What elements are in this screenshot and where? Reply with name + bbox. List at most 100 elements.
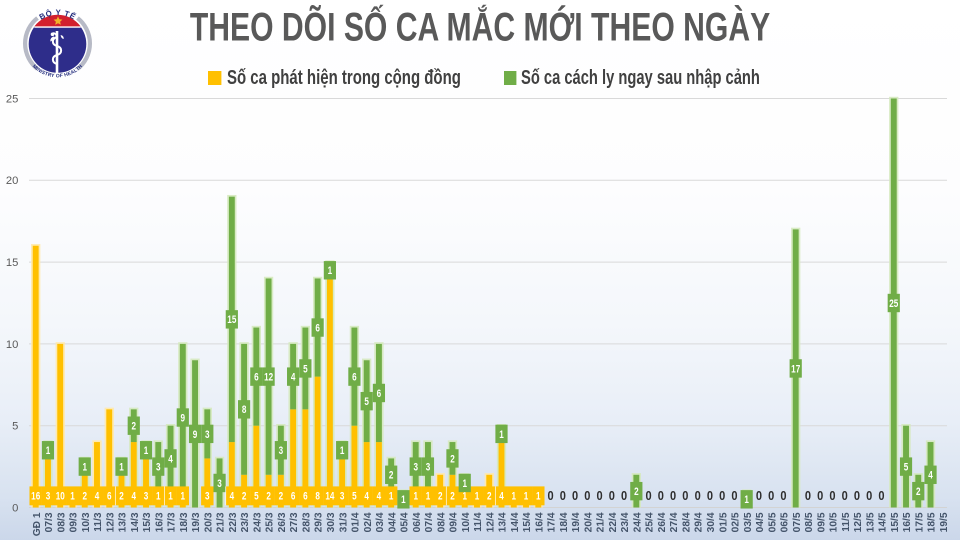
- svg-text:1: 1: [413, 490, 418, 503]
- svg-text:0: 0: [756, 488, 762, 503]
- svg-text:2: 2: [438, 490, 443, 503]
- svg-text:0: 0: [682, 488, 688, 503]
- svg-text:20/3: 20/3: [203, 512, 214, 532]
- svg-text:09/4: 09/4: [449, 512, 460, 532]
- svg-text:17/3: 17/3: [167, 512, 178, 532]
- svg-text:1: 1: [46, 445, 51, 458]
- svg-text:03/4: 03/4: [375, 512, 386, 532]
- svg-text:12/3: 12/3: [105, 512, 116, 532]
- svg-text:17: 17: [791, 363, 800, 376]
- svg-text:3: 3: [340, 490, 345, 503]
- svg-text:24/4: 24/4: [632, 512, 643, 532]
- svg-text:2: 2: [242, 490, 247, 503]
- svg-text:6: 6: [377, 388, 382, 401]
- svg-text:08/3: 08/3: [56, 512, 67, 532]
- svg-text:6: 6: [352, 371, 357, 384]
- svg-text:07/3: 07/3: [44, 512, 55, 532]
- svg-text:28/4: 28/4: [681, 512, 692, 532]
- svg-text:19/5: 19/5: [939, 512, 950, 532]
- svg-text:12/4: 12/4: [485, 512, 496, 532]
- svg-text:1: 1: [744, 494, 749, 507]
- svg-text:2: 2: [119, 490, 124, 503]
- svg-text:10: 10: [6, 339, 18, 351]
- svg-text:07/4: 07/4: [424, 512, 435, 532]
- svg-text:20/4: 20/4: [583, 512, 594, 532]
- svg-text:05/4: 05/4: [400, 512, 411, 532]
- svg-text:4: 4: [377, 490, 382, 503]
- svg-text:03/5: 03/5: [743, 512, 754, 532]
- svg-text:0: 0: [866, 488, 872, 503]
- svg-text:21/4: 21/4: [596, 512, 607, 532]
- svg-text:1: 1: [462, 490, 467, 503]
- svg-text:THEO DÕI SỐ CA MẮC MỚI THEO NG: THEO DÕI SỐ CA MẮC MỚI THEO NGÀY: [190, 5, 770, 50]
- svg-text:13/3: 13/3: [118, 512, 129, 532]
- svg-text:2: 2: [82, 490, 87, 503]
- svg-text:02/4: 02/4: [363, 512, 374, 532]
- svg-text:6: 6: [291, 490, 296, 503]
- svg-text:11/3: 11/3: [93, 512, 104, 532]
- svg-text:14/3: 14/3: [130, 512, 141, 532]
- svg-text:Số ca phát hiện trong cộng đồn: Số ca phát hiện trong cộng đồng: [227, 66, 461, 89]
- svg-text:3: 3: [279, 445, 284, 458]
- svg-text:4: 4: [364, 490, 369, 503]
- svg-text:4: 4: [168, 453, 173, 466]
- svg-text:0: 0: [731, 488, 737, 503]
- svg-text:0: 0: [842, 488, 848, 503]
- svg-text:19/4: 19/4: [571, 512, 582, 532]
- svg-text:3: 3: [413, 461, 418, 474]
- svg-text:1: 1: [70, 490, 75, 503]
- svg-text:15: 15: [227, 314, 237, 327]
- svg-text:1: 1: [462, 478, 467, 491]
- svg-text:25: 25: [6, 93, 18, 105]
- svg-text:12/5: 12/5: [853, 512, 864, 532]
- svg-text:16/3: 16/3: [154, 512, 165, 532]
- svg-text:22/4: 22/4: [608, 512, 619, 532]
- svg-text:2: 2: [487, 490, 492, 503]
- svg-text:19/3: 19/3: [191, 512, 202, 532]
- svg-text:01/4: 01/4: [351, 512, 362, 532]
- svg-text:06/4: 06/4: [412, 512, 423, 532]
- svg-text:5: 5: [12, 421, 18, 433]
- svg-text:8: 8: [242, 404, 247, 417]
- svg-text:29/3: 29/3: [314, 512, 325, 532]
- svg-text:16/4: 16/4: [534, 512, 545, 532]
- svg-text:0: 0: [547, 488, 553, 503]
- svg-text:5: 5: [254, 490, 259, 503]
- svg-text:GĐ 1: GĐ 1: [32, 512, 43, 536]
- svg-text:6: 6: [315, 322, 320, 335]
- svg-text:6: 6: [107, 490, 112, 503]
- svg-text:1: 1: [168, 490, 173, 503]
- svg-text:0: 0: [646, 488, 652, 503]
- svg-text:15/5: 15/5: [890, 512, 901, 532]
- svg-text:10/3: 10/3: [81, 512, 92, 532]
- svg-text:22/3: 22/3: [228, 512, 239, 532]
- svg-text:0: 0: [584, 488, 590, 503]
- svg-text:10/5: 10/5: [829, 512, 840, 532]
- svg-text:15/3: 15/3: [142, 512, 153, 532]
- svg-text:2: 2: [916, 486, 921, 499]
- svg-text:0: 0: [695, 488, 701, 503]
- svg-text:18/4: 18/4: [559, 512, 570, 532]
- svg-text:4: 4: [928, 470, 933, 483]
- svg-text:14/5: 14/5: [878, 512, 889, 532]
- svg-text:3: 3: [217, 478, 222, 491]
- svg-text:0: 0: [780, 488, 786, 503]
- svg-text:16: 16: [31, 490, 41, 503]
- svg-text:1: 1: [389, 490, 394, 503]
- svg-text:0: 0: [597, 488, 603, 503]
- svg-text:28/3: 28/3: [301, 512, 312, 532]
- svg-text:2: 2: [389, 470, 394, 483]
- svg-text:05/5: 05/5: [767, 512, 778, 532]
- svg-text:2: 2: [450, 490, 455, 503]
- svg-text:12: 12: [264, 371, 273, 384]
- svg-text:25: 25: [889, 298, 899, 311]
- svg-text:11/4: 11/4: [473, 512, 484, 532]
- svg-text:0: 0: [878, 488, 884, 503]
- svg-text:01/5: 01/5: [718, 512, 729, 532]
- svg-text:13/5: 13/5: [865, 512, 876, 532]
- svg-text:08/5: 08/5: [804, 512, 815, 532]
- svg-text:5: 5: [364, 396, 369, 409]
- svg-text:1: 1: [499, 429, 504, 442]
- svg-text:1: 1: [475, 490, 480, 503]
- svg-text:2: 2: [450, 453, 455, 466]
